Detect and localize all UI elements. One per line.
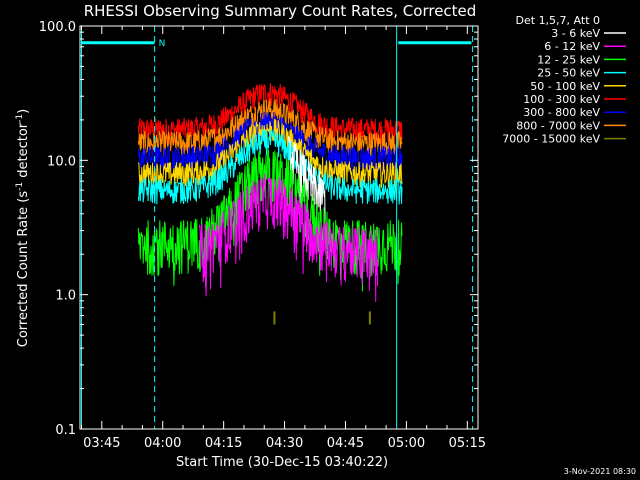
- plot-frame: [79, 25, 479, 430]
- x-tick-label: 03:45: [83, 436, 120, 451]
- y-tick-label: 0.1: [55, 423, 76, 438]
- legend-label-2: 12 - 25 keV: [537, 53, 600, 66]
- y-tick-label: 100.0: [39, 20, 76, 35]
- legend-label-7: 800 - 7000 keV: [516, 119, 600, 132]
- chart-title: RHESSI Observing Summary Count Rates, Co…: [84, 2, 477, 20]
- plot-area: [137, 82, 403, 325]
- legend-label-0: 3 - 6 keV: [551, 27, 600, 40]
- x-tick-label: 04:30: [266, 436, 303, 451]
- series-line-5: [137, 82, 403, 144]
- x-axis: 03:45 04:00 04:15 04:30 04:45 05:00 05:15: [81, 26, 486, 451]
- y-axis-title-main: Corrected Count Rate (s: [16, 191, 31, 348]
- x-tick-label: 04:15: [205, 436, 242, 451]
- series-line-4: [137, 118, 403, 188]
- series-line-0: [288, 136, 326, 229]
- timestamp: 3-Nov-2021 08:30: [564, 467, 636, 476]
- legend-label-4: 50 - 100 keV: [530, 80, 600, 93]
- legend-label-8: 7000 - 15000 keV: [502, 133, 600, 146]
- legend-label-3: 25 - 50 keV: [537, 67, 600, 80]
- legend-label-1: 6 - 12 keV: [544, 40, 600, 53]
- legend-header: Det 1,5,7, Att 0: [516, 14, 600, 27]
- x-axis-title: Start Time (30-Dec-15 03:40:22): [176, 455, 388, 470]
- y-axis-title-sup2: -1: [15, 114, 25, 123]
- series-line-1: [198, 173, 379, 303]
- y-tick-label: 1.0: [55, 289, 76, 304]
- x-tick-label: 05:15: [449, 436, 486, 451]
- y-axis-title-sup1: -1: [15, 182, 25, 191]
- legend-label-6: 300 - 800 keV: [523, 106, 600, 119]
- x-tick-label: 05:00: [388, 436, 425, 451]
- legend-label-5: 100 - 300 keV: [523, 93, 600, 106]
- y-axis-title-mid: detector: [16, 122, 31, 182]
- y-axis-title-end: ): [16, 109, 31, 114]
- y-axis: 0.1 1.0 10.0 100.0: [39, 20, 478, 438]
- attenuator-annotations: N: [81, 26, 474, 429]
- x-tick-label: 04:00: [144, 436, 181, 451]
- x-tick-label: 04:45: [327, 436, 364, 451]
- series-line-3: [137, 128, 403, 205]
- night-label: N: [159, 39, 166, 49]
- y-tick-label: 10.0: [47, 154, 76, 169]
- y-axis-title: Corrected Count Rate (s-1 detector-1): [15, 109, 31, 347]
